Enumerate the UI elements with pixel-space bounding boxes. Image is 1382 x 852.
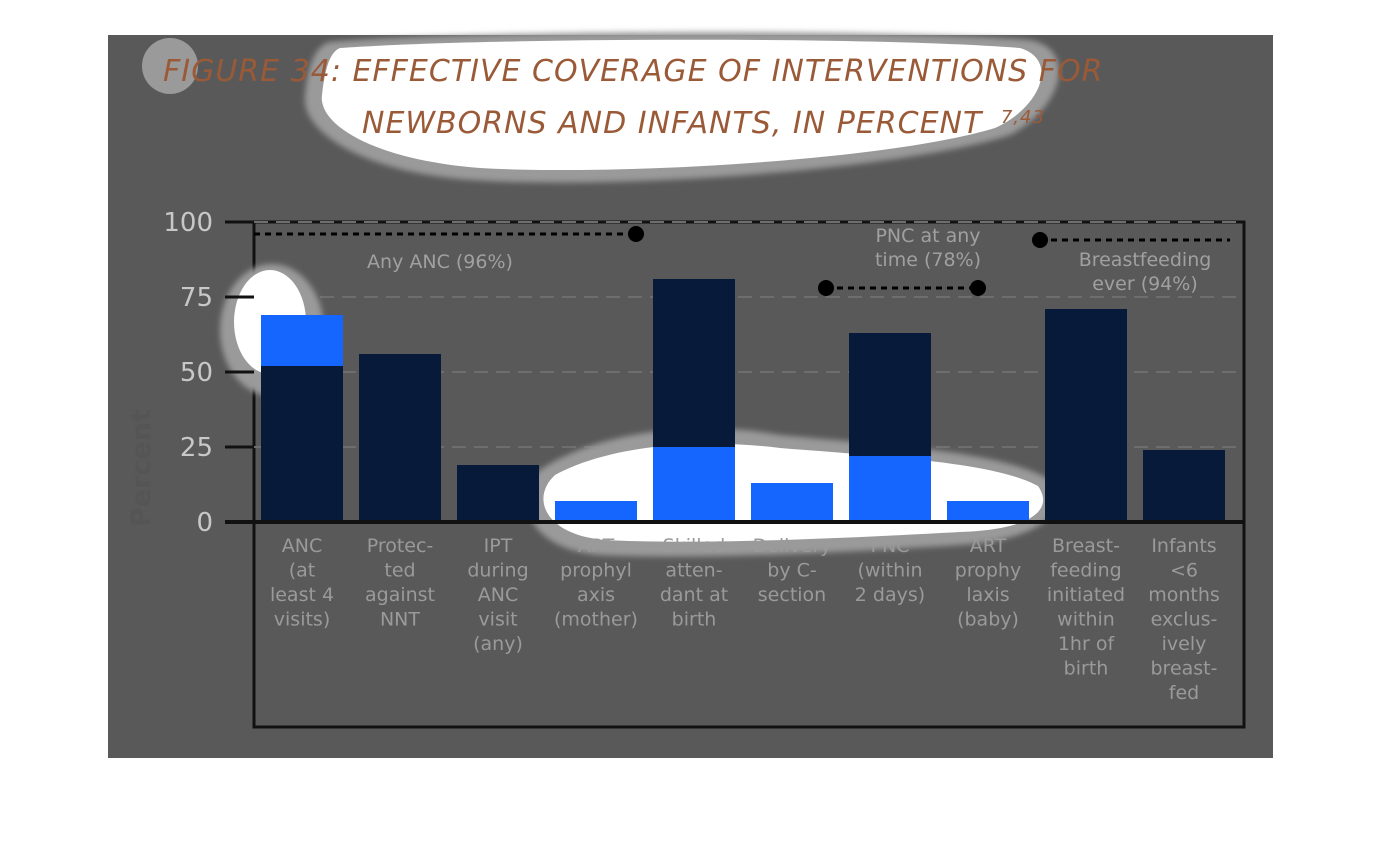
title-marker-circle [142, 38, 198, 94]
reference-line-endpoint [1032, 232, 1048, 248]
category-label: prophy [955, 560, 1021, 582]
category-label: birth [672, 609, 717, 631]
category-label: dant at [660, 584, 728, 606]
chart-title-line-2-text: NEWBORNS AND INFANTS, IN PERCENT [362, 106, 984, 141]
category-label: Breast- [1052, 535, 1120, 557]
bar-1 [359, 354, 441, 522]
category-label: breast- [1151, 658, 1218, 680]
category-label: (mother) [554, 609, 638, 631]
bar-highlight-4 [653, 447, 735, 522]
category-label: initiated [1047, 584, 1125, 606]
bar-9 [1143, 450, 1225, 522]
reference-line-label: PNC at any [875, 225, 980, 247]
reference-line-label: Any ANC (96%) [367, 251, 513, 273]
category-label: least 4 [270, 584, 334, 606]
category-label: Infants [1151, 535, 1216, 557]
bar-8 [1045, 309, 1127, 522]
reference-line-label: ever (94%) [1092, 273, 1198, 295]
category-label: (any) [473, 633, 523, 655]
category-label: prophyl [560, 560, 632, 582]
category-label: ANC [282, 535, 322, 557]
y-tick-label: 75 [180, 283, 213, 313]
category-label: during [467, 560, 528, 582]
category-label: months [1148, 584, 1220, 606]
category-label: (at [289, 560, 316, 582]
category-label: birth [1064, 658, 1109, 680]
category-label: PNC [871, 535, 910, 557]
category-label: exclus- [1151, 609, 1218, 631]
axis-layer: 0 25 50 75 100 [163, 208, 1244, 538]
category-label: visits) [274, 609, 330, 631]
category-label: feeding [1050, 560, 1122, 582]
y-tick-label: 50 [180, 358, 213, 388]
bar-highlight-5 [751, 483, 833, 522]
category-label: visit [478, 609, 517, 631]
y-tick-label: 100 [163, 208, 213, 238]
category-label: IPT [484, 535, 513, 557]
chart-title-superscript: 7,43 [1001, 107, 1045, 128]
category-label: ively [1162, 633, 1207, 655]
category-label: (within [857, 560, 922, 582]
reference-line-label: time (78%) [875, 249, 981, 271]
reference-line-endpoint [970, 280, 986, 296]
category-label: 2 days) [855, 584, 925, 606]
reference-line-endpoint [818, 280, 834, 296]
bar-highlight-0 [261, 315, 343, 366]
category-label: NNT [380, 609, 420, 631]
bar-highlight-6 [849, 456, 931, 522]
category-label: (baby) [957, 609, 1019, 631]
category-label: Protec- [367, 535, 434, 557]
category-label: section [758, 584, 826, 606]
chart-title-line-2: NEWBORNS AND INFANTS, IN PERCENT 7,43 [362, 106, 1045, 141]
category-label: atten- [665, 560, 722, 582]
y-axis-label: Percent [126, 409, 157, 527]
y-tick-label: 0 [196, 508, 213, 538]
y-tick-label: 25 [180, 433, 213, 463]
category-label: Delivery [753, 535, 832, 557]
bar-2 [457, 465, 539, 522]
category-label: ART [578, 535, 615, 557]
category-label: against [365, 584, 435, 606]
category-label: ART [970, 535, 1007, 557]
bar-highlight-7 [947, 501, 1029, 522]
reference-line-endpoint [628, 226, 644, 242]
category-label: <6 [1170, 560, 1198, 582]
category-label: within [1057, 609, 1115, 631]
reference-line-label: Breastfeeding [1079, 249, 1212, 271]
category-label: axis [577, 584, 615, 606]
category-label: fed [1169, 682, 1199, 704]
bar-highlight-3 [555, 501, 637, 522]
category-label: by C- [767, 560, 816, 582]
chart-title-line-1: FIGURE 34: EFFECTIVE COVERAGE OF INTERVE… [163, 54, 1103, 89]
category-label: Skilled [663, 535, 726, 557]
category-label: ANC [478, 584, 518, 606]
category-label: laxis [966, 584, 1009, 606]
category-label: ted [384, 560, 415, 582]
category-label: 1hr of [1058, 633, 1116, 655]
bars-layer [261, 279, 1225, 522]
title-highlight-blob-inner [321, 39, 1042, 171]
